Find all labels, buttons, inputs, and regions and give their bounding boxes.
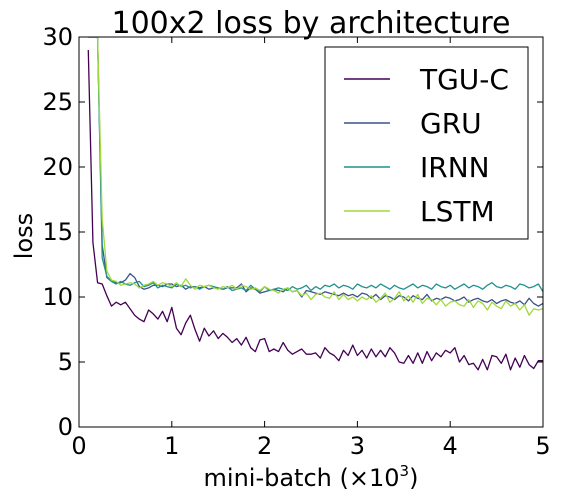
series-line-irnn <box>88 37 543 293</box>
legend-label: TGU-C <box>419 63 509 96</box>
x-axis-label: mini-batch (×103) <box>204 462 419 492</box>
legend-label: IRNN <box>420 151 490 184</box>
legend: TGU-C GRU IRNN LSTM <box>324 46 529 240</box>
series-line-tgu-c <box>87 49 543 371</box>
y-tick-label: 0 <box>58 413 73 441</box>
y-tick-label: 10 <box>42 283 73 311</box>
x-axis-unit: (×10 <box>340 464 400 492</box>
legend-label: GRU <box>420 107 482 140</box>
x-axis-unit-close: ) <box>409 464 418 492</box>
series-line-lstm <box>88 37 543 316</box>
x-axis-unit-exponent: 3 <box>400 462 410 480</box>
y-axis-label: loss <box>10 213 38 259</box>
y-tick-label: 20 <box>42 153 73 181</box>
x-tick-label: 4 <box>443 432 458 460</box>
x-tick-label: 5 <box>535 432 550 460</box>
y-axis: 0 5 10 15 20 25 30 <box>42 23 543 441</box>
x-tick-label: 3 <box>350 432 365 460</box>
y-tick-label: 25 <box>42 88 73 116</box>
chart-title: 100x2 loss by architecture <box>112 6 511 41</box>
x-tick-label: 0 <box>71 432 86 460</box>
y-tick-label: 5 <box>58 348 73 376</box>
y-tick-label: 30 <box>42 23 73 51</box>
series-layer <box>87 37 543 371</box>
x-axis: 0 1 2 3 4 5 <box>71 37 551 460</box>
legend-label: LSTM <box>420 195 495 228</box>
x-tick-label: 2 <box>257 432 272 460</box>
y-tick-label: 15 <box>42 218 73 246</box>
x-axis-label-text: mini-batch <box>204 464 332 492</box>
x-tick-label: 1 <box>164 432 179 460</box>
